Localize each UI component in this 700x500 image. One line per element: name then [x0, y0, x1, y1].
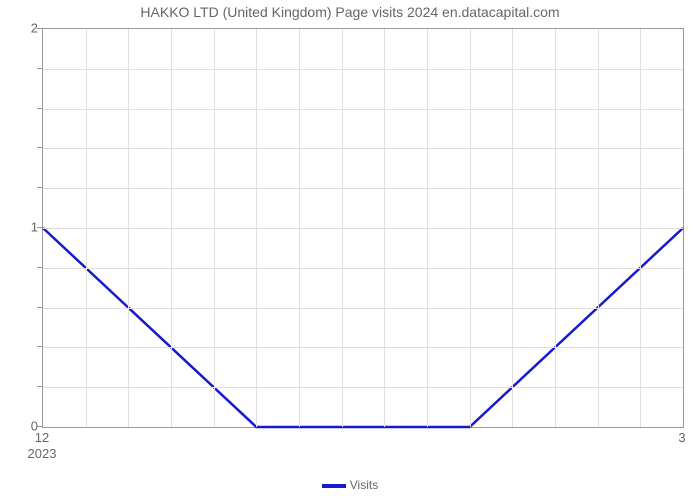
y-axis-tick-mark: [37, 426, 42, 427]
y-axis-tick-mark: [37, 68, 42, 69]
x-axis-tick-label: 3: [678, 430, 685, 445]
plot-area: [42, 28, 684, 428]
legend: Visits: [0, 478, 700, 492]
y-axis-tick-mark: [37, 386, 42, 387]
y-axis-tick-mark: [37, 267, 42, 268]
grid-line-horizontal: [43, 109, 683, 110]
chart-title: HAKKO LTD (United Kingdom) Page visits 2…: [0, 4, 700, 20]
y-axis-tick-mark: [37, 187, 42, 188]
y-axis-tick-mark: [37, 307, 42, 308]
y-axis-tick-mark: [37, 346, 42, 347]
legend-label: Visits: [350, 478, 378, 492]
y-axis-tick-mark: [37, 28, 42, 29]
grid-line-horizontal: [43, 148, 683, 149]
y-axis-tick-label: 1: [18, 220, 38, 235]
x-axis-tick-label: 12: [35, 430, 49, 445]
y-axis-tick-label: 2: [18, 21, 38, 36]
y-axis-tick-mark: [37, 227, 42, 228]
grid-line-horizontal: [43, 69, 683, 70]
grid-line-horizontal: [43, 268, 683, 269]
grid-line-horizontal: [43, 308, 683, 309]
grid-line-horizontal: [43, 387, 683, 388]
legend-swatch: [322, 484, 346, 488]
y-axis-tick-mark: [37, 108, 42, 109]
grid-line-horizontal: [43, 188, 683, 189]
y-axis-tick-mark: [37, 147, 42, 148]
grid-line-horizontal: [43, 228, 683, 229]
grid-line-horizontal: [43, 347, 683, 348]
chart-container: HAKKO LTD (United Kingdom) Page visits 2…: [0, 0, 700, 500]
x-axis-year-label: 2023: [28, 446, 57, 461]
